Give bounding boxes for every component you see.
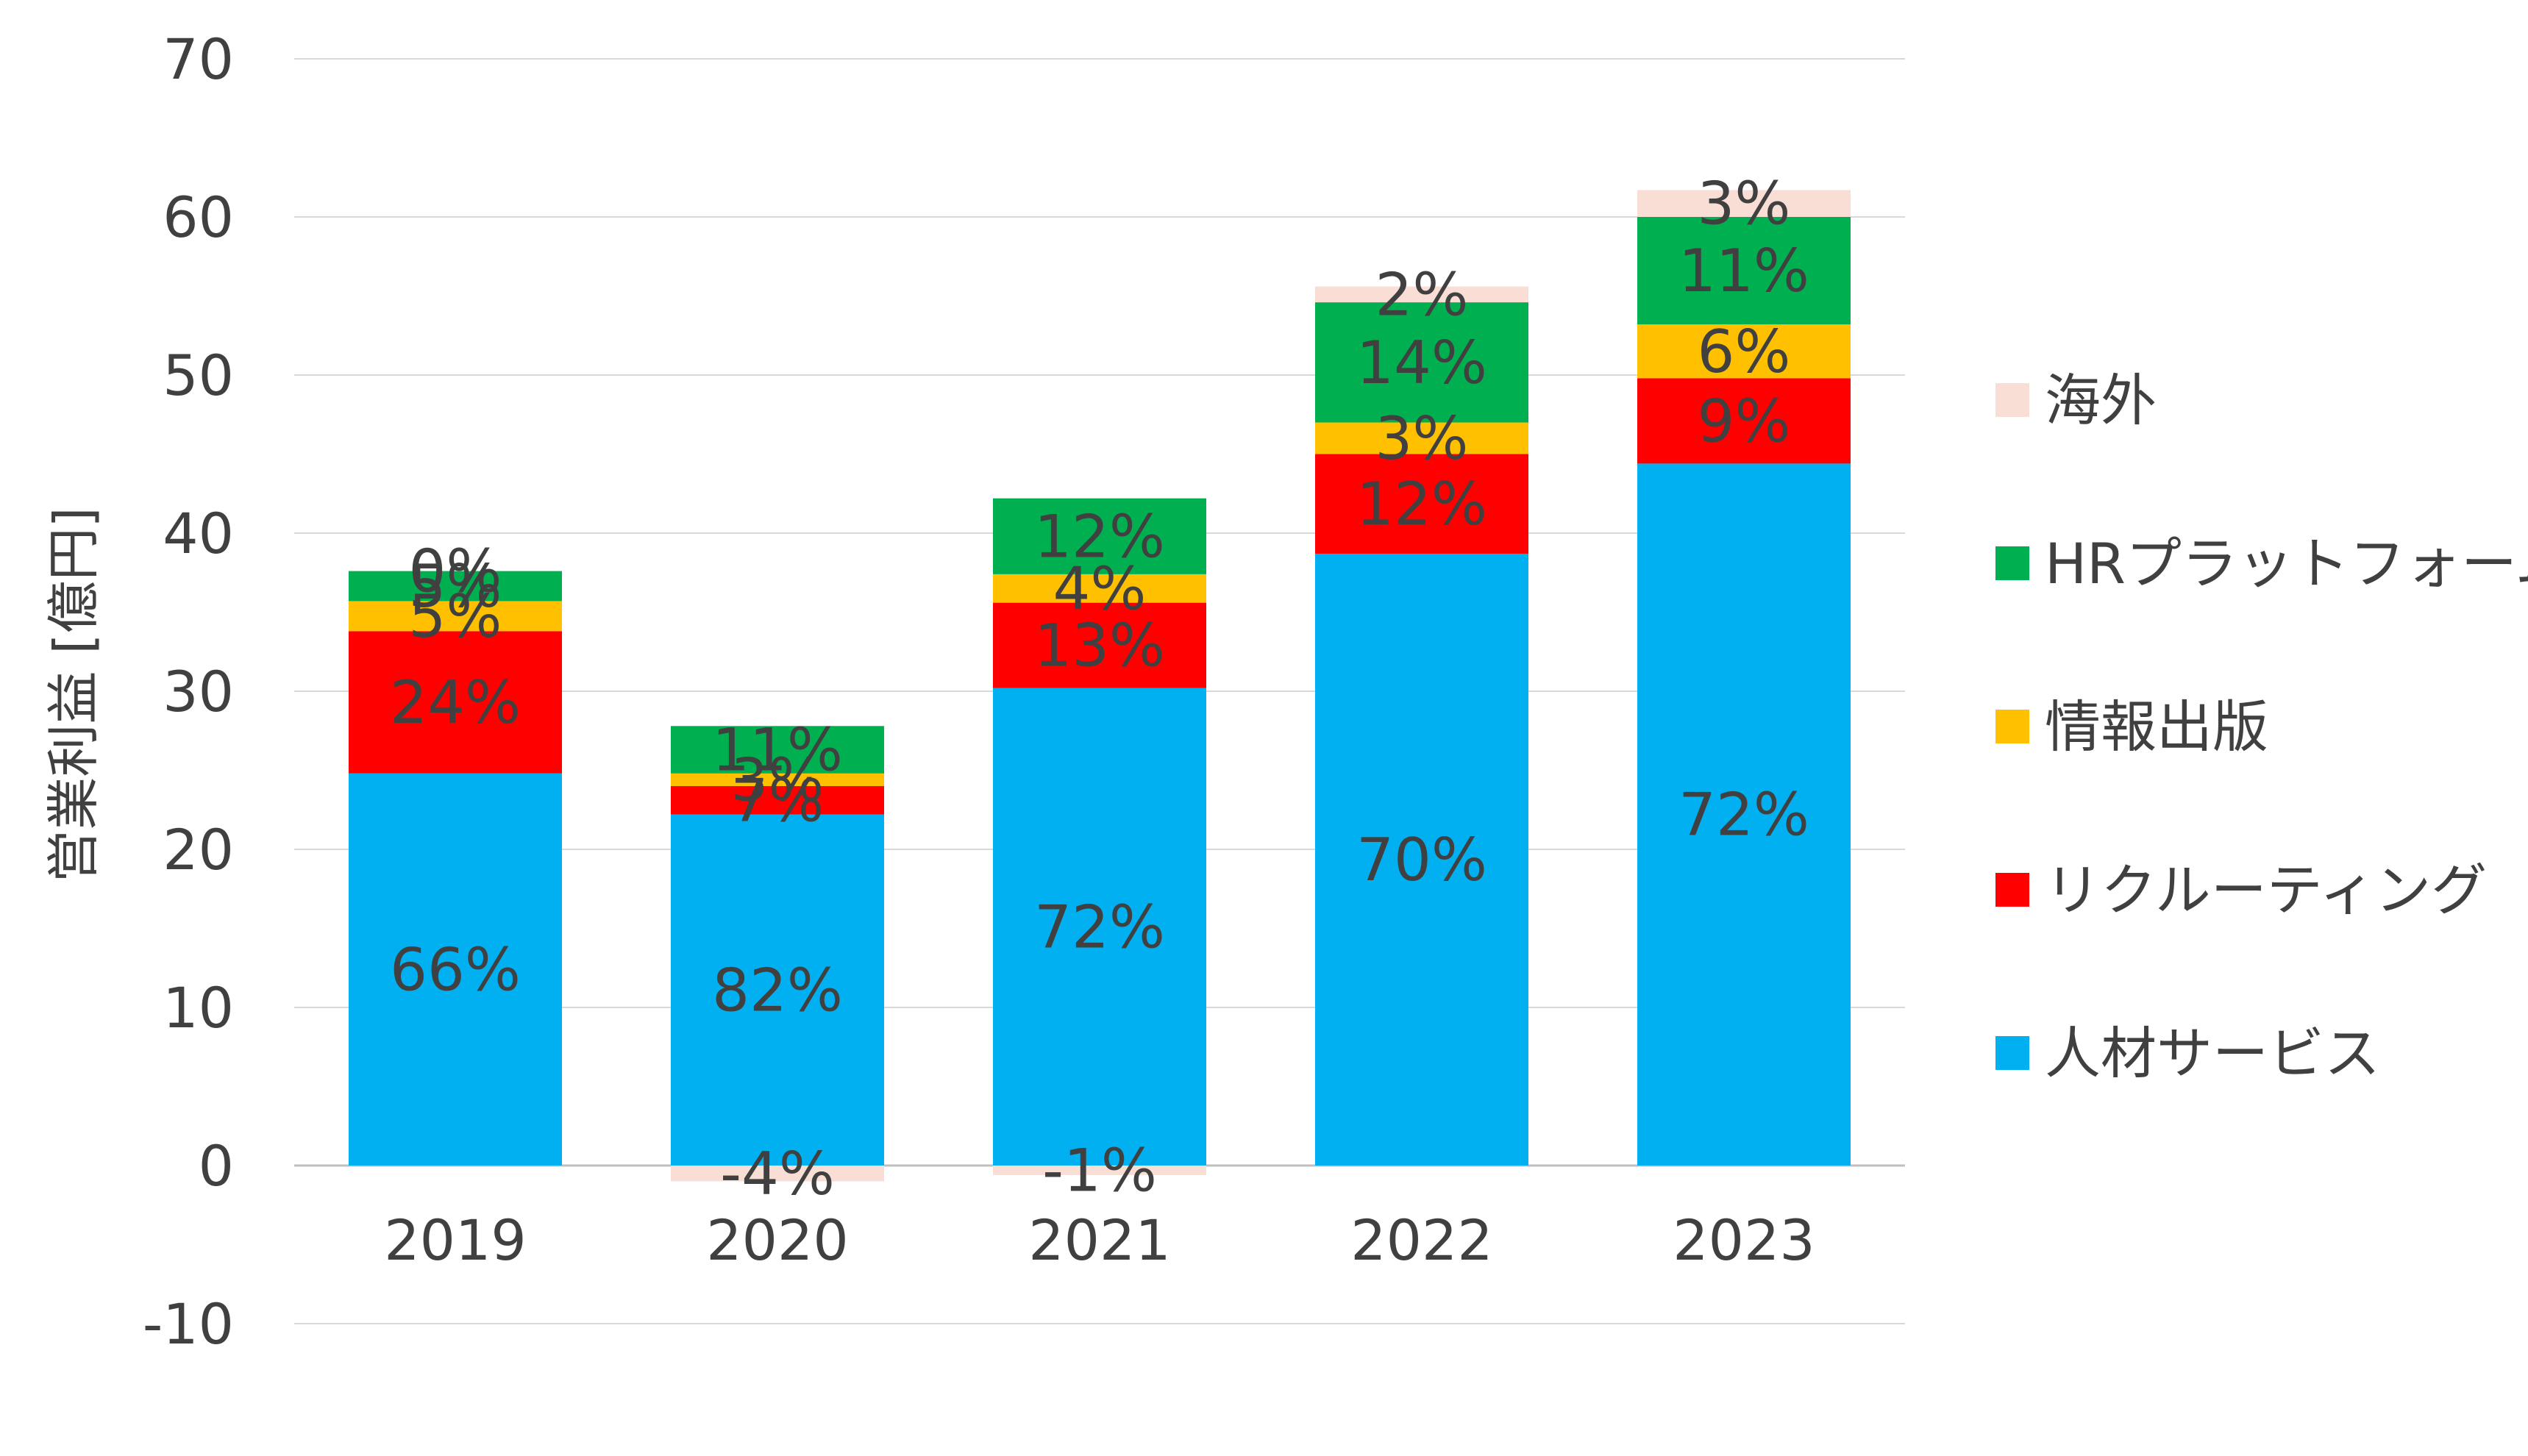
legend-label: 情報出版: [2045, 694, 2268, 760]
data-label: 4%: [1053, 554, 1147, 623]
data-label: 0%: [409, 538, 502, 606]
bar-segment: [1315, 454, 1528, 554]
y-tick-label: 50: [163, 343, 234, 408]
data-label: 2%: [1375, 260, 1469, 329]
y-axis-label: 営業利益 [億円]: [43, 507, 104, 882]
bar-segment: [993, 1166, 1206, 1175]
data-label: 24%: [390, 668, 521, 737]
data-label: 9%: [1698, 387, 1791, 455]
data-label: 3%: [1698, 170, 1791, 238]
bar-stack-area: [349, 190, 1851, 1182]
bar-segment: [1637, 463, 1851, 1166]
data-label: 7%: [731, 766, 825, 835]
segment-labels: 66%24%5%5%0%82%7%3%11%-4%72%13%4%12%-1%7…: [390, 170, 1809, 1208]
bar-segment: [671, 726, 884, 774]
bar-segment: [349, 601, 562, 632]
data-label: 12%: [1356, 470, 1487, 538]
legend-swatch: [1995, 1036, 2029, 1070]
data-label: 12%: [1034, 502, 1165, 571]
data-label: 82%: [712, 956, 843, 1024]
data-label: 66%: [390, 935, 521, 1004]
x-tick-labels: 2019 2020 2021 2022 2023: [384, 1207, 1815, 1273]
bar-segment: [1637, 217, 1851, 325]
data-label: 11%: [712, 716, 843, 785]
data-label: 3%: [1375, 404, 1469, 473]
y-tick-label: 0: [199, 1133, 234, 1199]
data-label: 72%: [1034, 893, 1165, 961]
bar-segment: [349, 571, 562, 602]
data-label: 11%: [1678, 237, 1809, 305]
bar-segment: [349, 773, 562, 1166]
bar-segment: [1315, 286, 1528, 303]
y-tick-label: 20: [163, 817, 234, 882]
bar-segment: [671, 786, 884, 815]
bar-segment: [671, 1166, 884, 1182]
bar-segment: [993, 602, 1206, 688]
x-tick-label: 2023: [1673, 1207, 1815, 1273]
data-label: -1%: [1042, 1136, 1157, 1205]
data-label: 70%: [1356, 826, 1487, 894]
bar-segment: [1315, 553, 1528, 1166]
legend-swatch: [1995, 546, 2029, 580]
y-tick-labels: -10 0 10 20 30 40 50 60 70: [143, 26, 234, 1357]
y-tick-label: 10: [163, 975, 234, 1041]
y-tick-label: 40: [163, 501, 234, 566]
bar-segment: [1315, 422, 1528, 454]
y-tick-label: 30: [163, 659, 234, 724]
legend-label: 人材サービス: [2045, 1021, 2380, 1086]
bar-segment: [1637, 378, 1851, 464]
data-label: 13%: [1034, 612, 1165, 680]
data-label: 3%: [731, 746, 825, 814]
bar-segment: [1637, 324, 1851, 379]
bar-segment: [993, 574, 1206, 603]
data-label: 5%: [409, 552, 502, 621]
data-label: 14%: [1356, 329, 1487, 397]
bar-segment: [671, 814, 884, 1166]
bar-segment: [993, 688, 1206, 1166]
y-tick-label: 70: [163, 26, 234, 92]
legend-label: 海外: [2045, 368, 2157, 433]
data-label: 6%: [1698, 318, 1791, 386]
legend-label: リクルーティング: [2045, 857, 2487, 923]
data-label: 5%: [409, 582, 502, 651]
x-tick-label: 2020: [706, 1207, 848, 1273]
legend-swatch: [1995, 710, 2029, 743]
legend-label: HRプラットフォーム: [2045, 531, 2528, 596]
y-tick-label: -10: [143, 1291, 234, 1357]
bar-segment: [1637, 190, 1851, 217]
data-label: 72%: [1678, 781, 1809, 849]
x-tick-label: 2019: [384, 1207, 526, 1273]
legend-swatch: [1995, 383, 2029, 417]
x-tick-label: 2021: [1028, 1207, 1170, 1273]
bar-segment: [993, 498, 1206, 574]
data-label: -4%: [720, 1140, 835, 1208]
y-tick-label: 60: [163, 185, 234, 250]
bar-segment: [1315, 302, 1528, 423]
bar-segment: [349, 631, 562, 774]
x-tick-label: 2022: [1350, 1207, 1492, 1273]
legend-swatch: [1995, 873, 2029, 907]
bar-segment: [671, 773, 884, 786]
